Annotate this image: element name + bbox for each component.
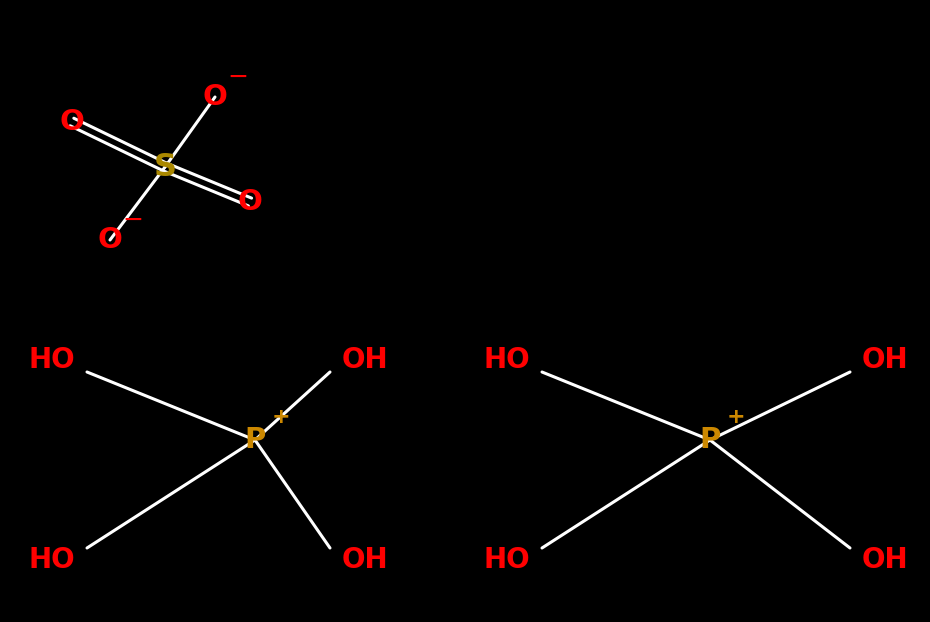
Text: +: + [272,407,290,427]
Text: S: S [153,152,177,182]
Text: O: O [60,108,85,136]
Text: O: O [203,83,228,111]
Text: −: − [228,65,248,89]
Text: OH: OH [862,546,909,574]
Text: P: P [699,426,721,454]
Text: OH: OH [862,346,909,374]
Text: OH: OH [341,346,389,374]
Text: O: O [98,226,123,254]
Text: P: P [245,426,266,454]
Text: −: − [123,208,143,232]
Text: HO: HO [484,346,530,374]
Text: OH: OH [341,546,389,574]
Text: HO: HO [29,346,75,374]
Text: HO: HO [484,546,530,574]
Text: HO: HO [29,546,75,574]
Text: +: + [726,407,745,427]
Text: O: O [237,188,262,216]
